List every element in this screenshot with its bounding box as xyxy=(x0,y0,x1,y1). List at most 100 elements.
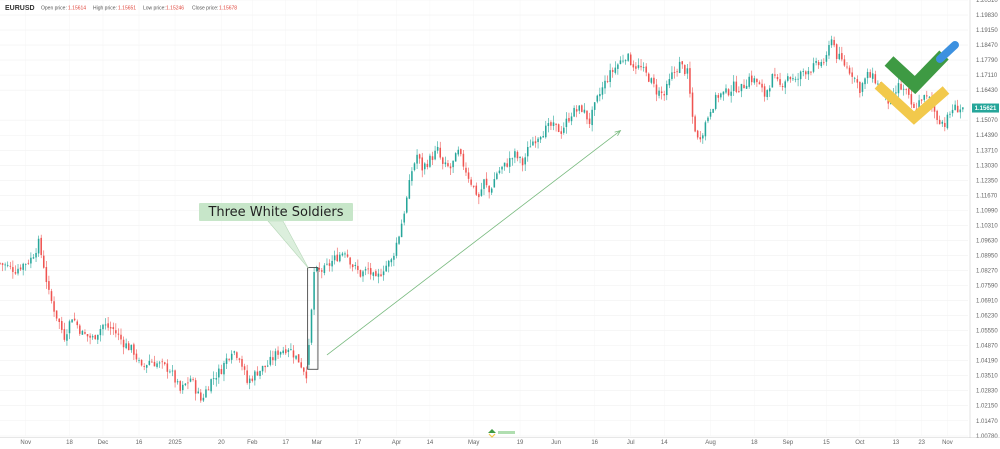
candle-body xyxy=(122,339,125,348)
candle-body xyxy=(563,127,565,133)
candle-body xyxy=(328,263,331,266)
candle-body xyxy=(846,66,848,68)
candle-body xyxy=(472,185,475,187)
candle-body xyxy=(189,378,192,382)
candle-body xyxy=(856,79,859,83)
candle-body xyxy=(542,136,544,138)
candle-body xyxy=(346,254,349,257)
candle-body xyxy=(251,378,254,381)
candle-body xyxy=(411,171,413,182)
candle-body xyxy=(578,105,581,111)
candle-body xyxy=(210,379,212,392)
candle-body xyxy=(694,116,696,132)
candle-body xyxy=(109,327,112,329)
x-tick-label: Dec xyxy=(98,440,109,446)
candle-body xyxy=(908,88,910,95)
candle-body xyxy=(287,349,290,353)
x-tick-label: Aug xyxy=(705,440,716,446)
candle-body xyxy=(32,257,35,259)
x-tick-label: 14 xyxy=(427,440,434,446)
x-tick-label: Sep xyxy=(782,440,793,446)
candle-body xyxy=(357,265,359,270)
candle-body xyxy=(182,384,184,391)
candle-body xyxy=(547,123,550,127)
candle-body xyxy=(336,254,339,262)
symbol-name: EURUSD xyxy=(5,5,35,12)
logo-green-chevron xyxy=(884,50,949,95)
candle-body xyxy=(447,163,449,167)
candle-body xyxy=(629,54,632,66)
y-tick-label: 1.02150 xyxy=(976,404,998,410)
candle-body xyxy=(305,371,308,379)
candle-body xyxy=(830,39,833,46)
x-tick-label: 16 xyxy=(591,440,598,446)
candle-body xyxy=(599,94,601,97)
candle-body xyxy=(611,70,614,72)
candle-body xyxy=(297,354,300,363)
candle-body xyxy=(315,267,318,271)
candle-body xyxy=(148,360,151,365)
candle-body xyxy=(902,88,905,90)
candle-body xyxy=(895,92,897,94)
candle-body xyxy=(140,359,143,366)
y-tick-label: 1.20510 xyxy=(976,0,998,4)
candle-body xyxy=(115,330,117,334)
candle-body xyxy=(408,180,411,199)
candle-body xyxy=(91,336,94,338)
candle-body xyxy=(79,325,81,334)
candle-body xyxy=(802,71,805,72)
candle-body xyxy=(874,74,877,84)
x-tick-label: Jul xyxy=(627,440,635,446)
y-tick-label: 1.01470 xyxy=(976,419,998,425)
candle-body xyxy=(501,166,503,170)
candle-body xyxy=(55,310,58,319)
x-tick-label: Nov xyxy=(942,440,953,446)
candle-body xyxy=(817,62,820,66)
candle-body xyxy=(792,78,794,80)
x-tick-label: 15 xyxy=(823,440,830,446)
candle-body xyxy=(6,264,9,266)
y-tick-label: 1.13030 xyxy=(976,163,998,169)
candle-body xyxy=(933,106,936,112)
candle-body xyxy=(552,122,555,127)
candle-body xyxy=(364,269,367,271)
candle-body xyxy=(508,158,511,167)
y-tick-label: 1.05550 xyxy=(976,329,998,335)
candle-body xyxy=(73,318,76,321)
y-tick-label: 1.08950 xyxy=(976,253,998,259)
y-tick-label: 1.10990 xyxy=(976,208,998,214)
candle-body xyxy=(223,362,225,375)
candle-body xyxy=(24,263,27,265)
candle-body xyxy=(928,96,931,98)
x-tick-label: Feb xyxy=(247,440,258,446)
candle-body xyxy=(766,90,768,98)
candle-body xyxy=(475,185,478,195)
candle-body xyxy=(539,137,542,140)
x-tick-label: 20 xyxy=(218,440,225,446)
candle-body xyxy=(225,358,228,364)
candle-body xyxy=(812,63,815,72)
candle-body xyxy=(828,45,830,56)
candle-body xyxy=(702,135,704,139)
candle-body xyxy=(784,81,786,88)
candle-body xyxy=(68,321,71,334)
candle-body xyxy=(568,118,570,122)
candle-body xyxy=(848,67,851,74)
candle-body xyxy=(243,366,246,370)
candle-body xyxy=(591,109,593,126)
candle-body xyxy=(596,95,599,102)
candle-body xyxy=(529,146,532,148)
candle-body xyxy=(756,78,758,83)
candle-body xyxy=(313,272,315,310)
candle-body xyxy=(202,397,205,401)
candle-body xyxy=(810,71,812,73)
x-tick-label: Oct xyxy=(855,440,865,446)
candle-body xyxy=(524,157,526,165)
candle-body xyxy=(534,141,537,144)
y-tick-label: 1.14390 xyxy=(976,133,998,139)
candle-body xyxy=(457,149,460,155)
candle-body xyxy=(506,163,508,167)
candle-body xyxy=(22,263,24,270)
candle-body xyxy=(532,141,534,146)
candle-body xyxy=(645,66,647,73)
